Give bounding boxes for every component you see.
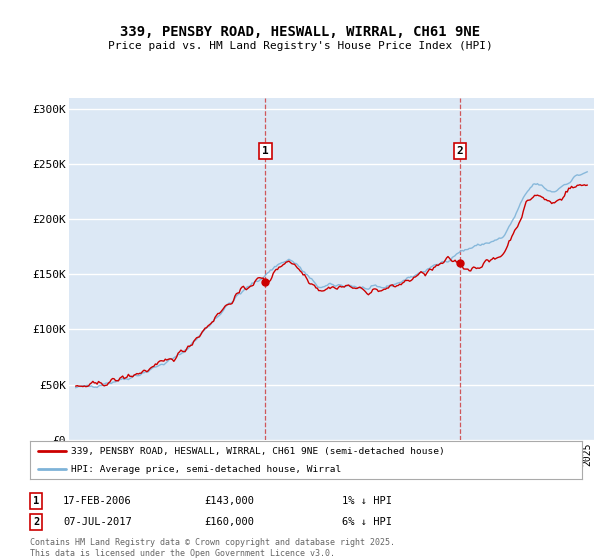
Text: 07-JUL-2017: 07-JUL-2017 — [63, 517, 132, 527]
Text: Price paid vs. HM Land Registry's House Price Index (HPI): Price paid vs. HM Land Registry's House … — [107, 41, 493, 51]
Text: 17-FEB-2006: 17-FEB-2006 — [63, 496, 132, 506]
Text: HPI: Average price, semi-detached house, Wirral: HPI: Average price, semi-detached house,… — [71, 465, 341, 474]
Text: 1: 1 — [33, 496, 39, 506]
Text: £160,000: £160,000 — [204, 517, 254, 527]
Text: 339, PENSBY ROAD, HESWALL, WIRRAL, CH61 9NE (semi-detached house): 339, PENSBY ROAD, HESWALL, WIRRAL, CH61 … — [71, 447, 445, 456]
Text: Contains HM Land Registry data © Crown copyright and database right 2025.
This d: Contains HM Land Registry data © Crown c… — [30, 538, 395, 558]
Text: 1: 1 — [262, 146, 269, 156]
Text: £143,000: £143,000 — [204, 496, 254, 506]
Text: 1% ↓ HPI: 1% ↓ HPI — [342, 496, 392, 506]
Text: 2: 2 — [457, 146, 463, 156]
Text: 6% ↓ HPI: 6% ↓ HPI — [342, 517, 392, 527]
Text: 2: 2 — [33, 517, 39, 527]
Text: 339, PENSBY ROAD, HESWALL, WIRRAL, CH61 9NE: 339, PENSBY ROAD, HESWALL, WIRRAL, CH61 … — [120, 25, 480, 39]
